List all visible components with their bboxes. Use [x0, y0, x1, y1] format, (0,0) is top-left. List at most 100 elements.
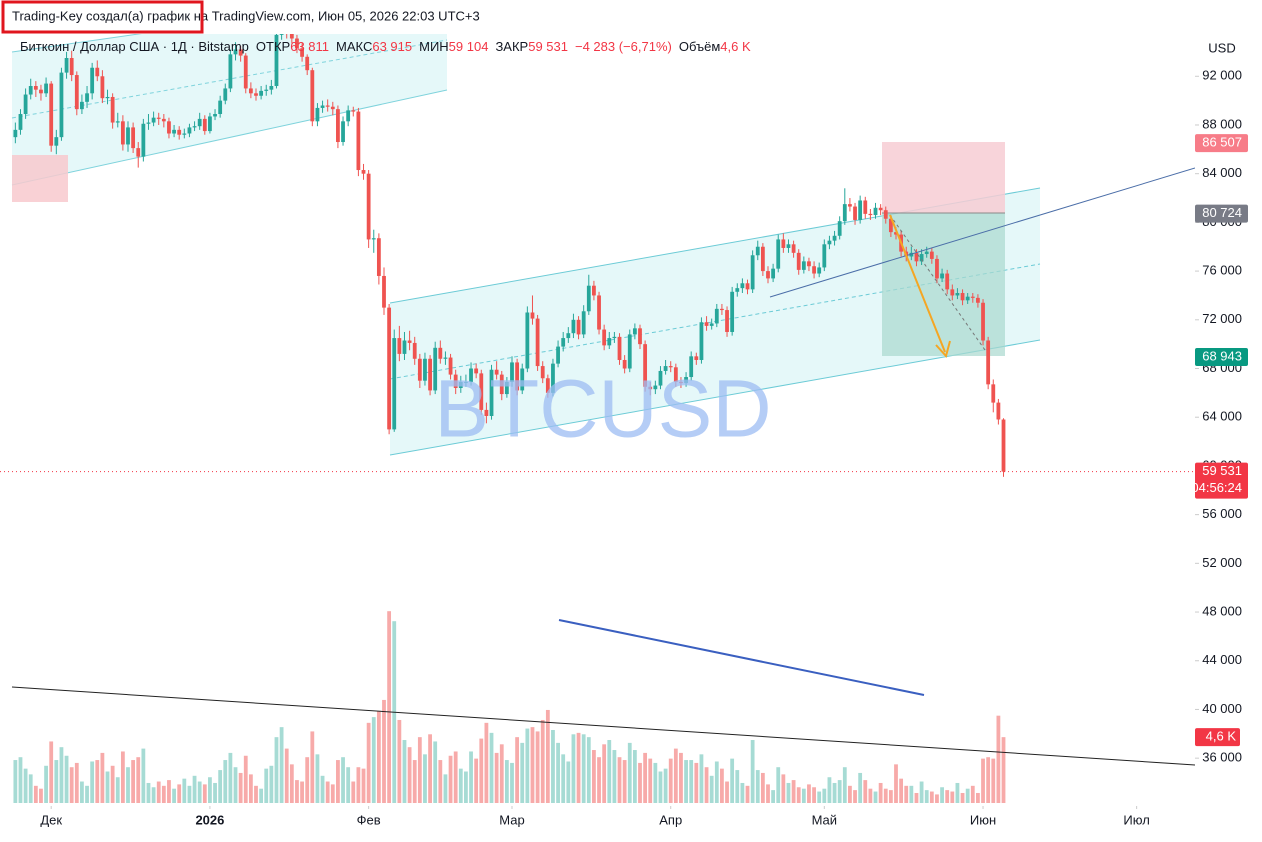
volume-bar — [49, 741, 54, 803]
volume-bar — [592, 750, 596, 803]
volume-bar — [632, 750, 637, 803]
volume-bar — [673, 748, 678, 803]
y-tick-label: 36 000 — [1202, 750, 1242, 765]
volume-bar — [909, 785, 914, 803]
volume-bar — [817, 791, 822, 803]
volume-bar — [919, 781, 924, 803]
candle-body — [940, 273, 944, 279]
volume-bar — [238, 772, 243, 803]
candle-body — [177, 129, 182, 135]
candle-body — [228, 54, 233, 89]
candle-body — [371, 238, 376, 240]
volume-bar — [658, 771, 663, 803]
volume-bar — [981, 758, 985, 803]
candle-body — [991, 384, 996, 403]
candle-body — [330, 106, 335, 110]
candle-body — [59, 72, 64, 138]
candle-body — [853, 206, 857, 220]
y-tick-label: 72 000 — [1202, 311, 1242, 326]
candle-body — [95, 67, 100, 77]
volume-bar — [530, 727, 535, 803]
candle-body — [945, 273, 950, 290]
candle-body — [653, 385, 658, 390]
candle-body — [709, 323, 714, 326]
candle-body — [796, 252, 801, 270]
volume-bar — [510, 762, 514, 803]
candle-body — [356, 111, 361, 171]
candle-body — [955, 293, 960, 296]
volume-bar — [279, 727, 284, 803]
candle-body — [336, 109, 340, 143]
volume-bar — [197, 781, 202, 803]
candle-body — [842, 204, 847, 222]
candle-body — [648, 386, 653, 390]
volume-bar — [622, 760, 627, 803]
volume-bar — [551, 729, 555, 803]
candle-body — [689, 356, 694, 378]
x-tick-label: Фев — [357, 812, 381, 827]
volume-bar — [402, 740, 407, 803]
candle-body — [515, 362, 520, 391]
candle-body — [924, 251, 929, 255]
volume-bar — [202, 784, 207, 803]
candle-body — [218, 100, 223, 115]
candle-body — [289, 33, 294, 39]
candle-body — [576, 319, 581, 335]
candle-body — [730, 291, 735, 332]
volume-bar — [868, 788, 873, 803]
candle-body — [351, 110, 356, 112]
candle-body — [699, 322, 704, 360]
volume-bar — [208, 777, 212, 803]
volume-bar — [218, 770, 223, 803]
volume-bar — [223, 760, 228, 803]
candle-body — [64, 58, 69, 73]
volume-bar — [341, 757, 345, 803]
candle-body — [745, 283, 750, 290]
volume-bar — [141, 748, 146, 803]
volume-bar — [571, 734, 576, 803]
volume-bar — [305, 757, 310, 803]
volume-bar — [136, 757, 141, 803]
volume-bar — [950, 791, 955, 803]
volume-bar — [376, 711, 381, 803]
candle-body — [397, 338, 402, 354]
candle-body — [976, 297, 980, 303]
candle-body — [597, 295, 601, 330]
candle-body — [766, 271, 770, 279]
volume-bar — [115, 777, 120, 803]
volume-bar — [54, 760, 59, 803]
volume-bar — [161, 785, 166, 803]
candle-body — [530, 312, 535, 319]
watermark: BTCUSD — [434, 364, 771, 455]
candle-body — [264, 89, 269, 91]
candle-body — [643, 344, 648, 387]
volume-bar — [515, 737, 520, 803]
trend-line — [769, 167, 1195, 298]
volume-bar — [346, 767, 351, 803]
candle-body — [423, 358, 427, 381]
volume-bar — [13, 760, 18, 803]
volume-bar — [878, 782, 883, 803]
volume-bar — [837, 780, 842, 803]
annotations — [11, 167, 1195, 766]
volume-bar — [438, 760, 443, 803]
volume-bar — [709, 775, 714, 803]
volume-bar — [23, 768, 28, 803]
volume-bar — [832, 782, 837, 803]
volume-bar — [213, 782, 217, 803]
volume-bar — [264, 768, 269, 803]
candle-body — [535, 318, 540, 367]
volume-bar — [858, 772, 863, 803]
volume-bar — [638, 762, 642, 803]
candle-body — [612, 336, 617, 339]
legend-field-value: 59 531 — [528, 39, 568, 54]
candle-body — [704, 322, 709, 326]
volume-bar — [679, 752, 683, 803]
volume-bar — [356, 767, 361, 803]
volume-bar — [566, 761, 571, 803]
volume-bar — [689, 760, 694, 803]
volume-bar — [520, 742, 525, 803]
candle-body — [443, 357, 448, 359]
